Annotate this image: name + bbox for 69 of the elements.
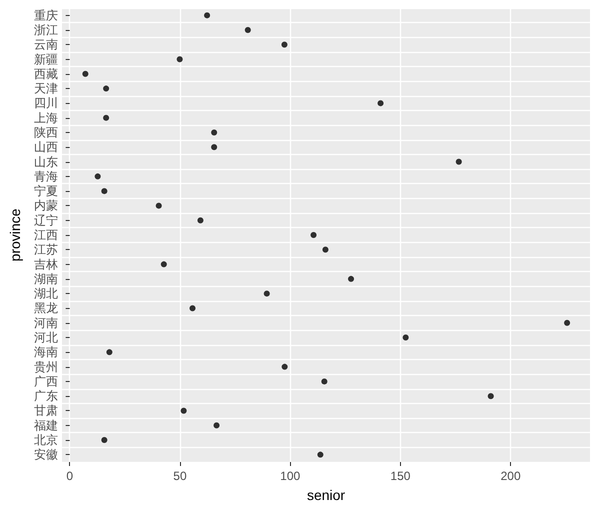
x-tick-label: 100 (280, 469, 301, 483)
y-tick-label: 贵州 (34, 360, 58, 374)
point (180, 408, 187, 414)
y-tick-label: 西藏 (34, 66, 58, 81)
y-tick-label: 海南 (34, 345, 58, 360)
point (156, 202, 162, 209)
point (211, 144, 218, 150)
point (82, 70, 88, 77)
point (94, 173, 101, 180)
y-tick-label: 甘肃 (34, 404, 58, 418)
y-tick-label: 山西 (34, 140, 58, 154)
point (211, 129, 218, 136)
y-tick-label: 湖北 (34, 286, 58, 301)
point (281, 42, 288, 48)
point (106, 349, 112, 356)
y-tick-label: 辽宁 (34, 213, 58, 228)
point (101, 188, 108, 194)
point (264, 290, 270, 297)
y-tick-label: 内蒙 (34, 198, 58, 213)
x-tick-label: 0 (66, 469, 74, 483)
point (402, 334, 409, 341)
x-tick-label: 200 (500, 469, 521, 483)
point (456, 158, 462, 165)
y-tick-label: 四川 (34, 96, 58, 110)
point (244, 26, 251, 33)
point (378, 100, 384, 106)
point (101, 437, 108, 444)
y-tick-label: 浙江 (34, 22, 58, 37)
y-tick-label: 广东 (34, 389, 58, 404)
point (103, 86, 110, 92)
y-tick-label: 江苏 (34, 242, 58, 257)
y-tick-label: 吉林 (34, 257, 58, 272)
point (214, 422, 220, 428)
x-tick-label: 150 (390, 469, 411, 483)
point (310, 232, 317, 238)
y-tick-label: 河北 (34, 330, 58, 345)
point (204, 12, 210, 18)
y-tick-label: 北京 (34, 433, 58, 448)
y-tick-label: 黑龙 (34, 301, 58, 316)
y-tick-label: 广西 (34, 374, 58, 388)
point (103, 114, 110, 121)
x-tick-label: 50 (173, 469, 187, 483)
y-tick-label: 江西 (34, 228, 58, 242)
y-axis-title: province (7, 208, 23, 262)
y-tick-label: 天津 (34, 82, 58, 96)
y-tick-label: 河南 (34, 316, 58, 330)
y-tick-label: 陕西 (34, 125, 58, 140)
y-tick-label: 云南 (34, 38, 58, 52)
point (197, 217, 204, 224)
y-tick-label: 福建 (34, 418, 58, 432)
point (176, 56, 183, 62)
point (488, 393, 494, 400)
point (564, 320, 570, 326)
y-tick-label: 湖南 (34, 272, 58, 286)
point (160, 261, 167, 268)
point (317, 452, 324, 458)
y-tick-label: 重庆 (34, 8, 58, 22)
point (282, 364, 288, 370)
y-tick-label: 安徽 (34, 448, 58, 462)
y-tick-label: 宁夏 (34, 184, 58, 198)
point (321, 378, 328, 384)
y-tick-label: 青海 (34, 169, 58, 184)
x-axis-title: senior (306, 487, 346, 503)
point (190, 305, 196, 312)
y-tick-label: 上海 (34, 110, 58, 125)
point (322, 246, 328, 253)
y-tick-label: 新疆 (34, 52, 58, 66)
y-tick-label: 山东 (34, 154, 58, 169)
point (348, 276, 354, 282)
